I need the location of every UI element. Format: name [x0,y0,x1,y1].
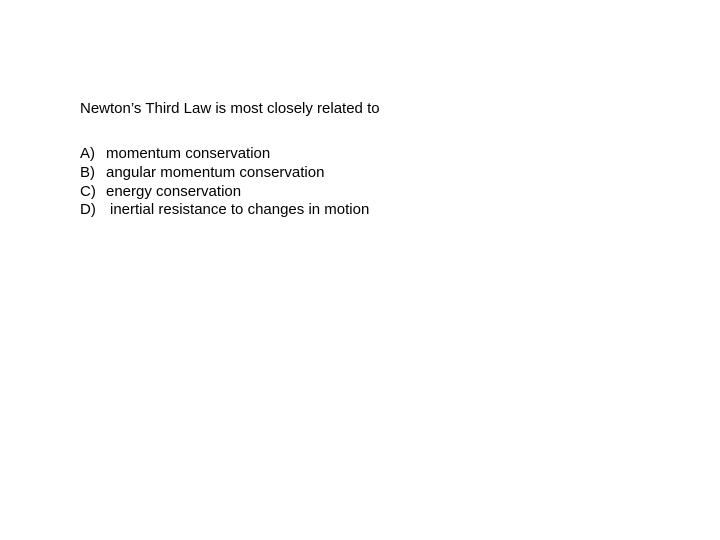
slide: Newton’s Third Law is most closely relat… [0,0,720,540]
option-row: C) energy conservation [80,183,720,202]
option-text: angular momentum conservation [104,164,324,183]
option-row: D) inertial resistance to changes in mot… [80,201,720,220]
option-letter: B) [80,164,104,183]
option-row: B) angular momentum conservation [80,164,720,183]
options-list: A) momentum conservation B) angular mome… [80,145,720,220]
question-text: Newton’s Third Law is most closely relat… [80,100,720,117]
option-letter: D) [80,201,104,220]
option-letter: C) [80,183,104,202]
option-text: energy conservation [104,183,241,202]
option-text: inertial resistance to changes in motion [104,201,369,220]
option-letter: A) [80,145,104,164]
option-row: A) momentum conservation [80,145,720,164]
option-text: momentum conservation [104,145,270,164]
